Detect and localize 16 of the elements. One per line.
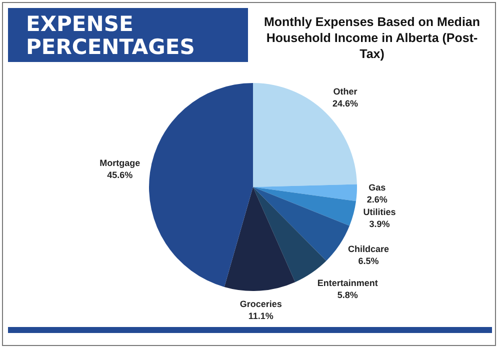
data-label: 3.9% [369, 219, 390, 230]
slice-label: Childcare [348, 244, 390, 254]
data-label: 2.6% [366, 194, 388, 204]
slice-label: Gas [368, 182, 386, 192]
data-label: 5.8% [337, 290, 358, 300]
slice-label: Other [333, 86, 358, 97]
chart-title: EXPENSE PERCENTAGES [26, 12, 196, 59]
slice-label: Mortgage [100, 158, 140, 168]
slice-label: Entertainment [317, 278, 378, 288]
chart-subtitle: Monthly Expenses Based on Median Household Income in Alberta (Post-Tax) [262, 14, 481, 62]
data-label: 6.5% [358, 256, 379, 266]
data-label: 45.6% [107, 170, 133, 180]
slice-label: Utilities [363, 207, 396, 218]
data-label: 11.1% [248, 311, 274, 322]
data-label: 24.6% [332, 98, 358, 109]
slice-label: Groceries [240, 299, 282, 310]
